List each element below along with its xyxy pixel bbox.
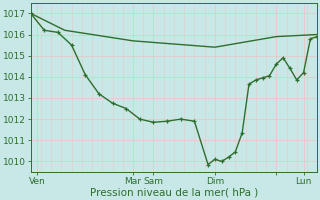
X-axis label: Pression niveau de la mer( hPa ): Pression niveau de la mer( hPa ) <box>90 187 258 197</box>
